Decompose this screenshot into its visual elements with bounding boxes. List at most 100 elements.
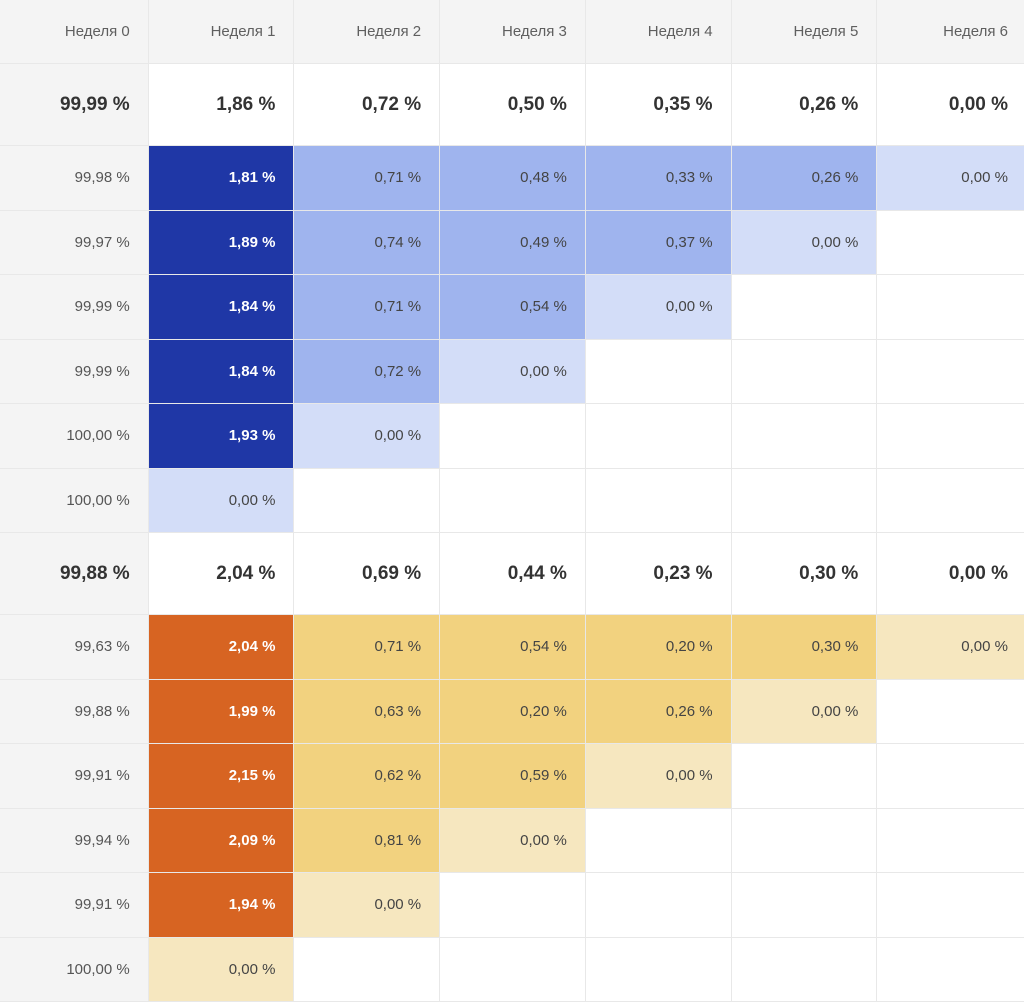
heatmap-cell: 0,71 % xyxy=(294,146,441,211)
heatmap-cell: 0,00 % xyxy=(877,615,1024,680)
column-header: Неделя 2 xyxy=(294,0,441,64)
heatmap-cell: 0,71 % xyxy=(294,615,441,680)
heatmap-cell: 0,00 % xyxy=(877,146,1024,211)
summary-cell: 0,30 % xyxy=(731,533,878,615)
empty-cell xyxy=(731,339,878,404)
summary-cell: 0,69 % xyxy=(294,533,441,615)
empty-cell xyxy=(440,873,586,938)
column-header: Неделя 6 xyxy=(877,0,1024,64)
heatmap-cell: 0,00 % xyxy=(148,937,295,1002)
heatmap-cell: 0,54 % xyxy=(440,275,586,340)
heatmap-cell: 0,00 % xyxy=(731,679,878,744)
heatmap-cell: 0,48 % xyxy=(440,146,586,211)
cohort-row: 100,00 % 0,00 % xyxy=(0,468,1024,533)
summary-row: 99,99 % 1,86 % 0,72 % 0,50 % 0,35 % 0,26 % 0,0… xyxy=(0,64,1024,146)
header-row: Неделя 0 Неделя 1 Неделя 2 Неделя 3 Неделя 4… xyxy=(0,0,1024,64)
heatmap-cell: 0,71 % xyxy=(294,275,441,340)
heatmap-cell: 1,84 % xyxy=(148,275,295,340)
empty-cell xyxy=(585,468,732,533)
heatmap-cell: 0,33 % xyxy=(585,146,732,211)
heatmap-cell: 0,00 % xyxy=(294,873,441,938)
empty-cell xyxy=(585,339,732,404)
cohort-row: 100,00 % 1,93 % 0,00 % xyxy=(0,404,1024,469)
heatmap-cell: 0,81 % xyxy=(294,808,441,873)
heatmap-cell: 1,93 % xyxy=(148,404,295,469)
column-header: Неделя 4 xyxy=(585,0,732,64)
cohort-base-cell: 100,00 % xyxy=(0,468,149,533)
heatmap-cell: 0,30 % xyxy=(731,615,878,680)
empty-cell xyxy=(877,937,1024,1002)
heatmap-cell: 1,84 % xyxy=(148,339,295,404)
heatmap-cell: 0,26 % xyxy=(585,679,732,744)
empty-cell xyxy=(877,275,1024,340)
cohort-row: 99,88 % 1,99 % 0,63 % 0,20 % 0,26 % 0,00 % xyxy=(0,679,1024,744)
empty-cell xyxy=(731,808,878,873)
empty-cell xyxy=(294,468,441,533)
summary-retention-base: 99,88 % xyxy=(0,533,149,615)
empty-cell xyxy=(731,937,878,1002)
column-header: Неделя 5 xyxy=(731,0,878,64)
summary-cell: 0,44 % xyxy=(440,533,586,615)
summary-cell: 0,00 % xyxy=(877,64,1024,146)
cohort-row: 99,91 % 1,94 % 0,00 % xyxy=(0,873,1024,938)
empty-cell xyxy=(731,275,878,340)
heatmap-cell: 0,00 % xyxy=(440,808,586,873)
cohort-row: 99,94 % 2,09 % 0,81 % 0,00 % xyxy=(0,808,1024,873)
heatmap-cell: 0,26 % xyxy=(731,146,878,211)
empty-cell xyxy=(877,210,1024,275)
cohort-base-cell: 99,91 % xyxy=(0,873,149,938)
heatmap-cell: 0,00 % xyxy=(585,275,732,340)
column-header: Неделя 1 xyxy=(148,0,295,64)
column-header: Неделя 3 xyxy=(440,0,586,64)
summary-cell: 0,72 % xyxy=(294,64,441,146)
empty-cell xyxy=(440,404,586,469)
empty-cell xyxy=(877,679,1024,744)
heatmap-cell: 1,94 % xyxy=(148,873,295,938)
summary-cell: 1,86 % xyxy=(148,64,295,146)
cohort-base-cell: 100,00 % xyxy=(0,404,149,469)
empty-cell xyxy=(585,873,732,938)
empty-cell xyxy=(877,808,1024,873)
empty-cell xyxy=(585,937,732,1002)
cohort-row: 99,99 % 1,84 % 0,72 % 0,00 % xyxy=(0,339,1024,404)
cohort-base-cell: 100,00 % xyxy=(0,937,149,1002)
summary-cell: 0,50 % xyxy=(440,64,586,146)
cohort-base-cell: 99,99 % xyxy=(0,275,149,340)
heatmap-cell: 0,00 % xyxy=(294,404,441,469)
heatmap-cell: 0,20 % xyxy=(585,615,732,680)
cohort-base-cell: 99,99 % xyxy=(0,339,149,404)
heatmap-cell: 0,00 % xyxy=(585,744,732,809)
cohort-base-cell: 99,88 % xyxy=(0,679,149,744)
cohort-row: 99,91 % 2,15 % 0,62 % 0,59 % 0,00 % xyxy=(0,744,1024,809)
cohort-base-cell: 99,63 % xyxy=(0,615,149,680)
empty-cell xyxy=(731,873,878,938)
summary-row: 99,88 % 2,04 % 0,69 % 0,44 % 0,23 % 0,30 % 0,0… xyxy=(0,533,1024,615)
summary-cell: 0,00 % xyxy=(877,533,1024,615)
summary-cell: 2,04 % xyxy=(148,533,295,615)
heatmap-cell: 0,74 % xyxy=(294,210,441,275)
empty-cell xyxy=(877,404,1024,469)
heatmap-cell: 0,37 % xyxy=(585,210,732,275)
heatmap-cell: 1,81 % xyxy=(148,146,295,211)
empty-cell xyxy=(731,404,878,469)
cohort-base-cell: 99,98 % xyxy=(0,146,149,211)
cohort-row: 100,00 % 0,00 % xyxy=(0,937,1024,1002)
heatmap-cell: 2,15 % xyxy=(148,744,295,809)
heatmap-cell: 0,49 % xyxy=(440,210,586,275)
heatmap-cell: 2,04 % xyxy=(148,615,295,680)
empty-cell xyxy=(877,339,1024,404)
heatmap-cell: 0,00 % xyxy=(440,339,586,404)
cohort-base-cell: 99,91 % xyxy=(0,744,149,809)
heatmap-cell: 0,00 % xyxy=(731,210,878,275)
empty-cell xyxy=(877,468,1024,533)
empty-cell xyxy=(877,744,1024,809)
cohort-row: 99,98 % 1,81 % 0,71 % 0,48 % 0,33 % 0,26 % 0,0… xyxy=(0,146,1024,211)
heatmap-cell: 1,99 % xyxy=(148,679,295,744)
summary-cell: 0,26 % xyxy=(731,64,878,146)
heatmap-cell: 0,72 % xyxy=(294,339,441,404)
cohort-row: 99,63 % 2,04 % 0,71 % 0,54 % 0,20 % 0,30 % 0,0… xyxy=(0,615,1024,680)
cohort-base-cell: 99,97 % xyxy=(0,210,149,275)
heatmap-cell: 0,62 % xyxy=(294,744,441,809)
heatmap-cell: 1,89 % xyxy=(148,210,295,275)
